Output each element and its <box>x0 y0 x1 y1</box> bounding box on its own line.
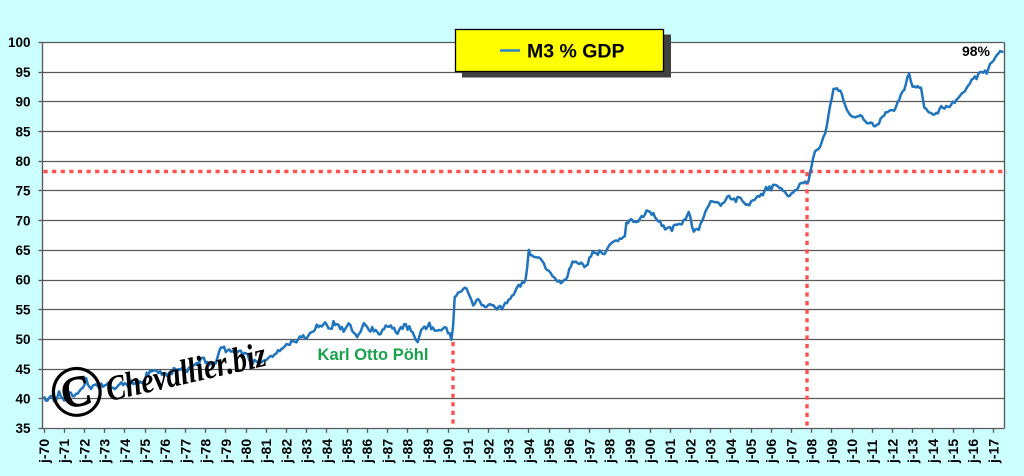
svg-text:95: 95 <box>15 65 31 80</box>
svg-text:j-13: j-13 <box>905 439 921 464</box>
svg-text:j-92: j-92 <box>480 439 496 464</box>
svg-text:j-70: j-70 <box>36 439 52 464</box>
svg-text:75: 75 <box>15 184 31 199</box>
svg-text:j-99: j-99 <box>622 439 638 464</box>
svg-text:j-84: j-84 <box>319 439 335 464</box>
svg-text:98%: 98% <box>962 43 991 59</box>
svg-text:55: 55 <box>15 302 31 317</box>
svg-text:j-98: j-98 <box>602 439 618 464</box>
svg-text:j-15: j-15 <box>945 439 961 464</box>
svg-text:j-97: j-97 <box>581 439 597 464</box>
svg-text:j-11: j-11 <box>864 439 880 464</box>
svg-text:j-73: j-73 <box>97 439 113 464</box>
svg-text:j-86: j-86 <box>359 439 375 464</box>
svg-text:j-03: j-03 <box>703 439 719 464</box>
svg-text:45: 45 <box>15 362 31 377</box>
svg-text:j-01: j-01 <box>662 439 678 464</box>
svg-text:j-74: j-74 <box>117 439 133 464</box>
svg-text:j-96: j-96 <box>561 439 577 464</box>
svg-text:70: 70 <box>15 213 30 228</box>
svg-text:j-81: j-81 <box>258 439 274 464</box>
svg-text:j-75: j-75 <box>137 439 153 464</box>
svg-text:60: 60 <box>15 273 30 288</box>
svg-text:j-88: j-88 <box>400 439 416 464</box>
svg-text:j-77: j-77 <box>177 439 193 464</box>
svg-text:j-78: j-78 <box>198 439 214 464</box>
svg-text:j-06: j-06 <box>763 439 779 464</box>
svg-text:j-90: j-90 <box>440 439 456 464</box>
svg-text:j-17: j-17 <box>985 439 1001 464</box>
svg-text:80: 80 <box>15 154 30 169</box>
svg-text:j-10: j-10 <box>844 439 860 464</box>
svg-text:100: 100 <box>8 35 31 50</box>
svg-text:j-89: j-89 <box>420 439 436 464</box>
svg-text:j-71: j-71 <box>56 439 72 464</box>
svg-text:85: 85 <box>15 124 31 139</box>
svg-text:j-80: j-80 <box>238 439 254 464</box>
svg-text:j-79: j-79 <box>218 439 234 464</box>
svg-text:j-05: j-05 <box>743 439 759 464</box>
svg-text:j-83: j-83 <box>299 439 315 464</box>
svg-text:65: 65 <box>15 243 31 258</box>
svg-text:j-94: j-94 <box>521 439 537 464</box>
svg-text:j-09: j-09 <box>824 439 840 464</box>
svg-text:j-85: j-85 <box>339 439 355 464</box>
svg-text:j-00: j-00 <box>642 439 658 464</box>
svg-text:M3 % GDP: M3 % GDP <box>527 41 625 63</box>
svg-text:j-95: j-95 <box>541 439 557 464</box>
svg-text:Karl Otto Pöhl: Karl Otto Pöhl <box>318 346 429 364</box>
svg-text:35: 35 <box>15 421 31 436</box>
svg-text:j-07: j-07 <box>783 439 799 464</box>
svg-text:j-93: j-93 <box>501 439 517 464</box>
svg-text:90: 90 <box>15 95 30 110</box>
svg-text:j-72: j-72 <box>76 439 92 464</box>
svg-text:j-91: j-91 <box>460 439 476 464</box>
svg-text:j-04: j-04 <box>723 439 739 464</box>
svg-text:j-02: j-02 <box>682 439 698 464</box>
svg-text:j-14: j-14 <box>925 439 941 464</box>
svg-text:40: 40 <box>15 392 30 407</box>
svg-text:j-87: j-87 <box>379 439 395 464</box>
svg-text:50: 50 <box>15 332 30 347</box>
svg-text:j-16: j-16 <box>965 439 981 464</box>
svg-text:j-08: j-08 <box>804 439 820 464</box>
svg-text:j-76: j-76 <box>157 439 173 464</box>
svg-text:j-82: j-82 <box>278 439 294 464</box>
svg-text:j-12: j-12 <box>884 439 900 464</box>
